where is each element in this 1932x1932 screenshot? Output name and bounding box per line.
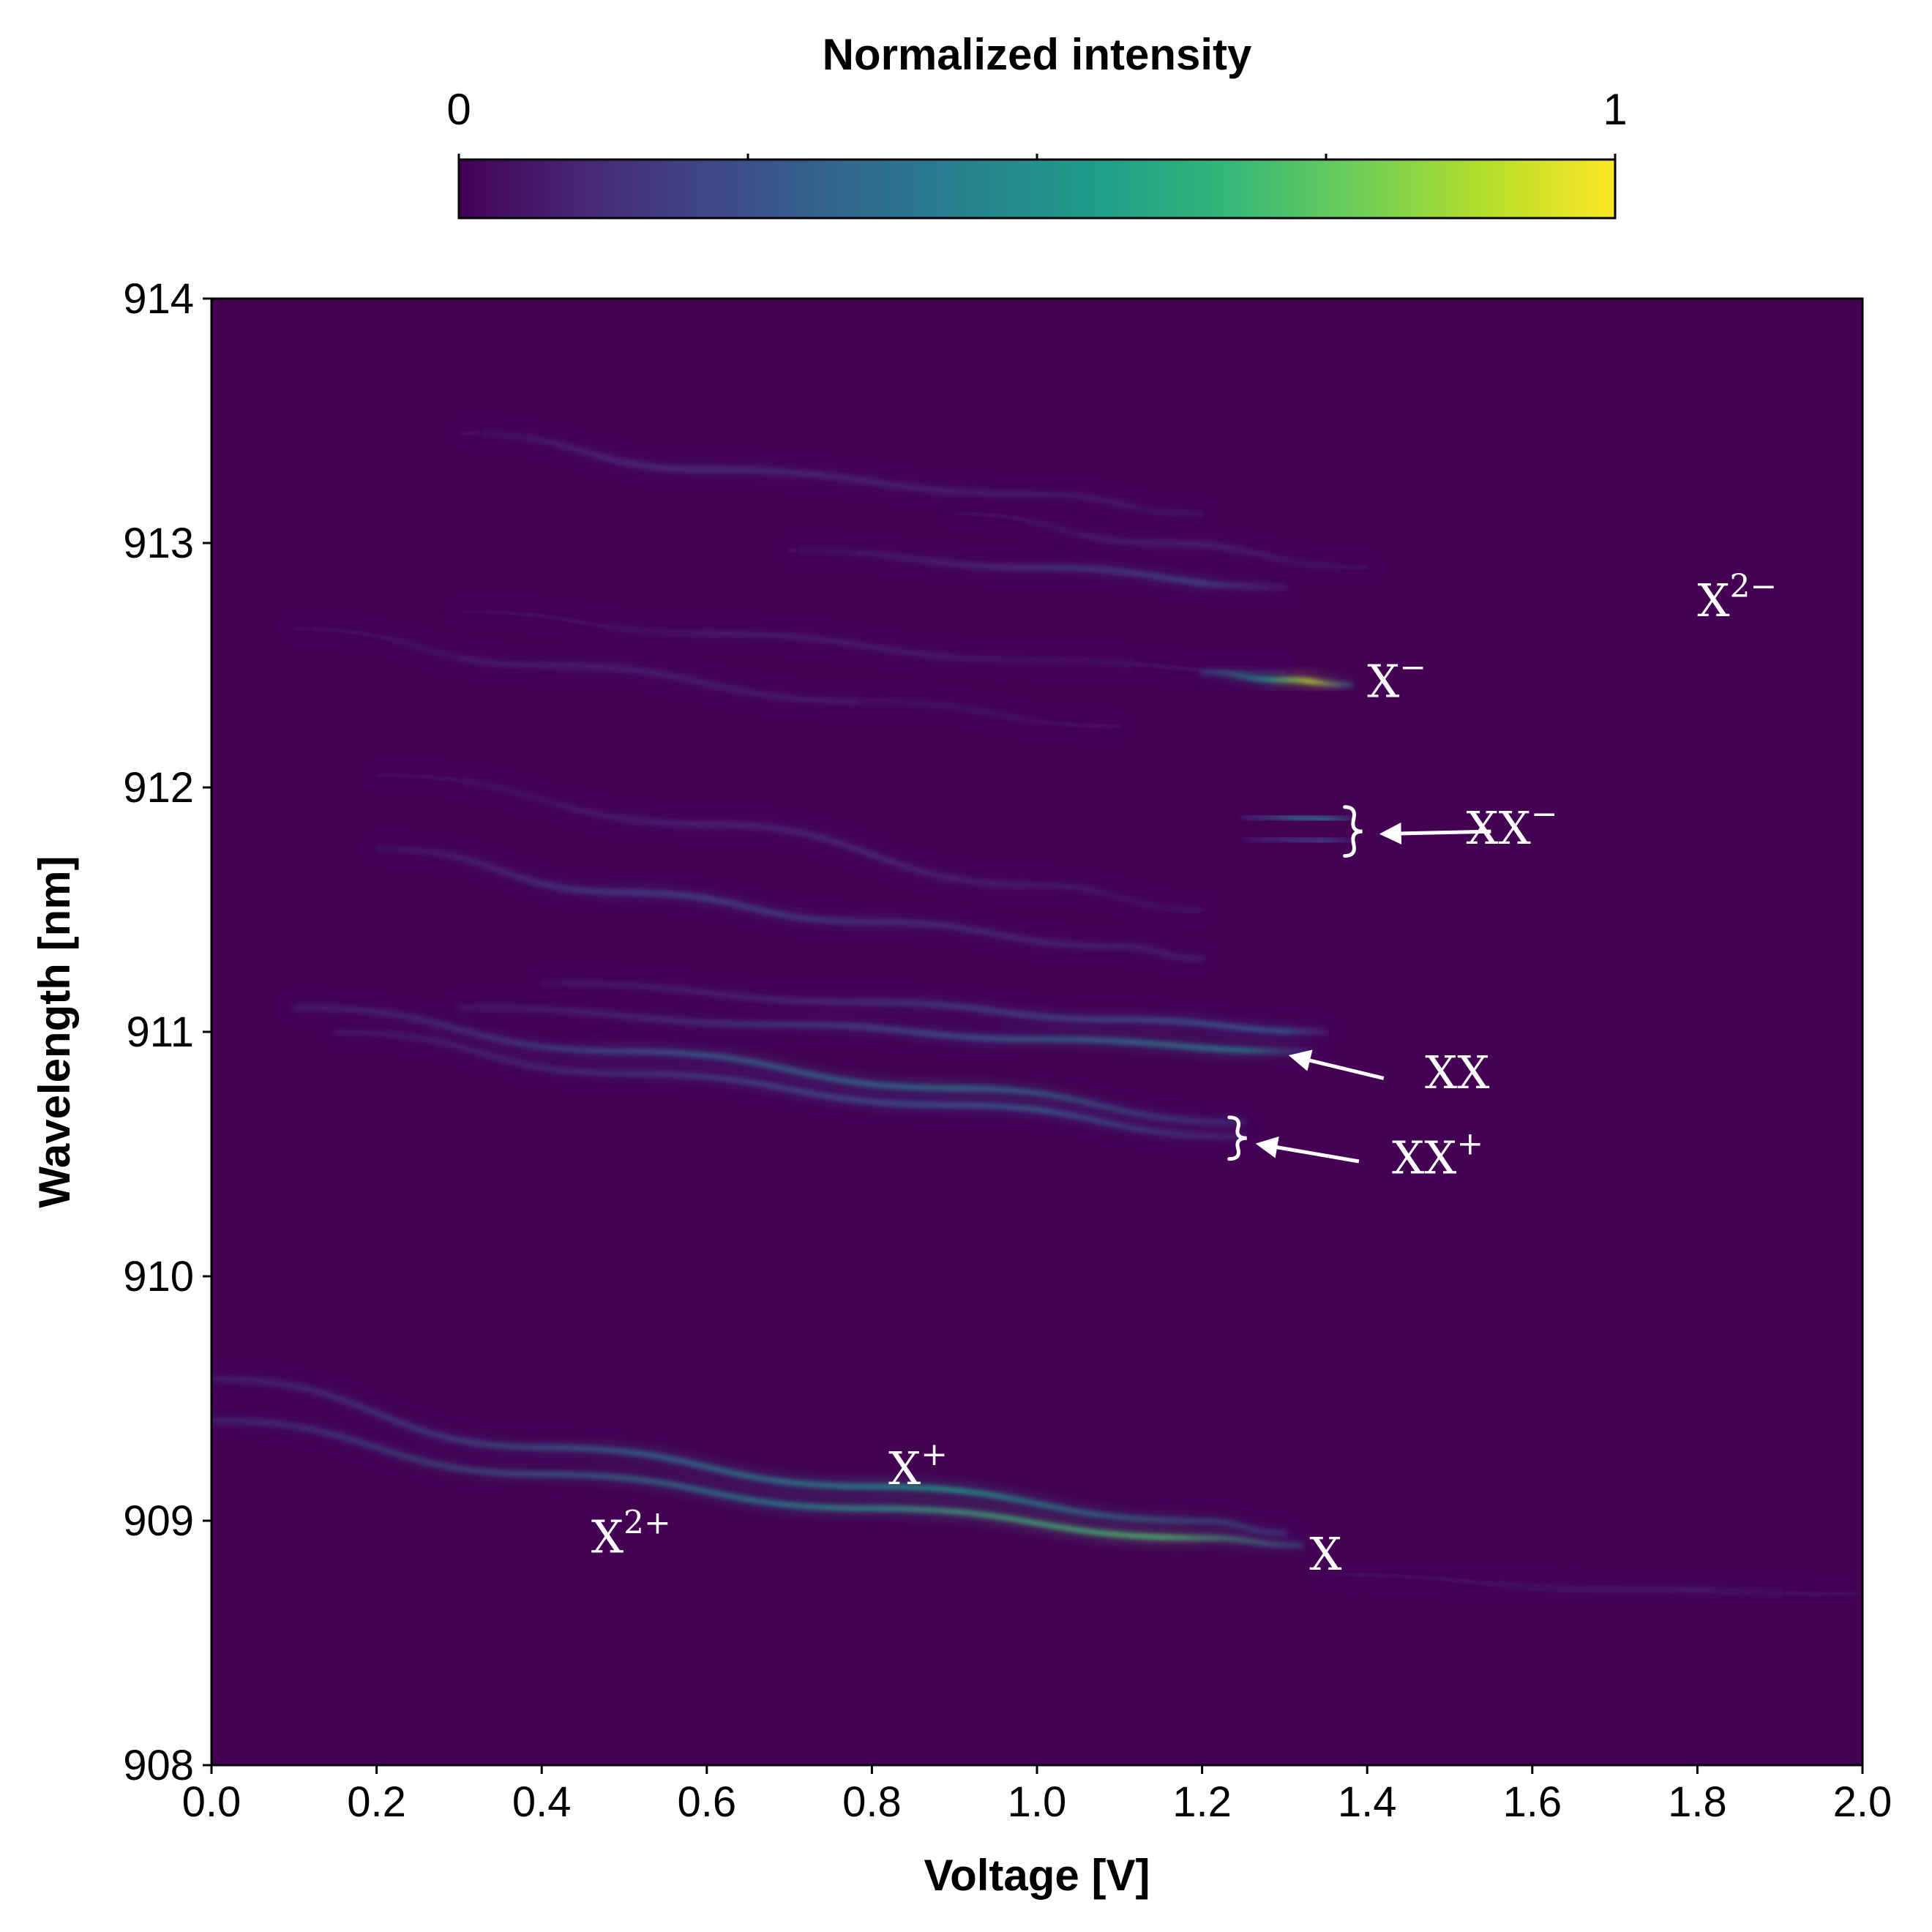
colorbar-label: Normalized intensity [823, 30, 1252, 79]
y-tick-label: 914 [123, 275, 194, 323]
y-tick-label: 909 [123, 1497, 194, 1545]
annotation-arrow [1255, 1136, 1360, 1164]
colorbar-min-label: 0 [446, 85, 471, 134]
plot-area: X2− X− XX− XX XX+ X+ X2+ X [210, 297, 1864, 1767]
spectral-line [1199, 670, 1353, 687]
spectral-line [1241, 815, 1353, 822]
y-tick-label: 908 [123, 1742, 194, 1789]
x-tick-label: 0.8 [842, 1778, 902, 1826]
spectral-line [457, 1005, 1312, 1054]
x-tick-label: 1.4 [1338, 1778, 1397, 1826]
y-tick-label: 913 [123, 520, 194, 567]
y-tick-label: 912 [123, 764, 194, 812]
spectral-line [952, 511, 1370, 570]
spectral-line [1241, 836, 1353, 844]
colorbar-max-label: 1 [1603, 85, 1627, 134]
annotation-brace [1227, 1115, 1247, 1161]
annotations: X2− X− XX− XX XX+ X+ X2+ X [591, 568, 1778, 1581]
x-tick-label: 0.0 [182, 1778, 242, 1826]
x-axis: 0.0 0.2 0.4 0.6 0.8 1.0 1.2 1.4 1.6 1.8 2.0 [182, 1765, 1892, 1826]
colorbar: Normalized intensity 0 1 [446, 30, 1628, 220]
spectral-line [291, 1005, 1246, 1125]
spectral-line [374, 846, 1205, 961]
x-tick-label: 2.0 [1833, 1778, 1892, 1826]
annotation-arrow [1288, 1049, 1385, 1080]
state-label: X− [1367, 648, 1426, 708]
state-label: X2+ [591, 1504, 671, 1563]
state-label: XX− [1467, 795, 1558, 855]
spectral-line [211, 1377, 1287, 1535]
y-tick-label: 911 [127, 1008, 194, 1056]
spectral-line [539, 981, 1328, 1034]
y-tick-label: 910 [123, 1253, 194, 1300]
state-label: X [1309, 1527, 1341, 1581]
spectral-line [457, 609, 1287, 675]
spectral-line [211, 1418, 1303, 1548]
x-tick-label: 0.2 [347, 1778, 406, 1826]
x-tick-label: 1.2 [1172, 1778, 1232, 1826]
state-label: X2− [1697, 568, 1777, 627]
x-axis-label: Voltage [V] [924, 1851, 1150, 1900]
x-tick-label: 0.4 [512, 1778, 572, 1826]
spectral-line [1323, 1572, 1862, 1597]
y-axis: 908 909 910 911 912 913 914 [123, 275, 211, 1789]
annotation-arrow [1379, 822, 1491, 845]
state-label: X+ [888, 1436, 948, 1495]
x-tick-label: 1.0 [1008, 1778, 1067, 1826]
state-label: XX+ [1392, 1126, 1483, 1185]
spectral-line [457, 430, 1205, 516]
x-tick-label: 1.8 [1668, 1778, 1727, 1826]
spectral-line [374, 773, 1205, 912]
colorbar-gradient [457, 158, 1617, 220]
colorbar-ticks [457, 154, 1617, 160]
x-tick-label: 0.6 [677, 1778, 736, 1826]
spectral-line [291, 626, 1122, 729]
y-axis-label: Wavelength [nm] [30, 855, 79, 1208]
x-tick-label: 1.6 [1502, 1778, 1562, 1826]
spectral-line [787, 548, 1287, 590]
spectral-line [333, 1030, 1246, 1139]
annotation-brace [1343, 805, 1363, 858]
state-label: XX [1425, 1046, 1489, 1099]
spectral-lines [211, 427, 1862, 1600]
